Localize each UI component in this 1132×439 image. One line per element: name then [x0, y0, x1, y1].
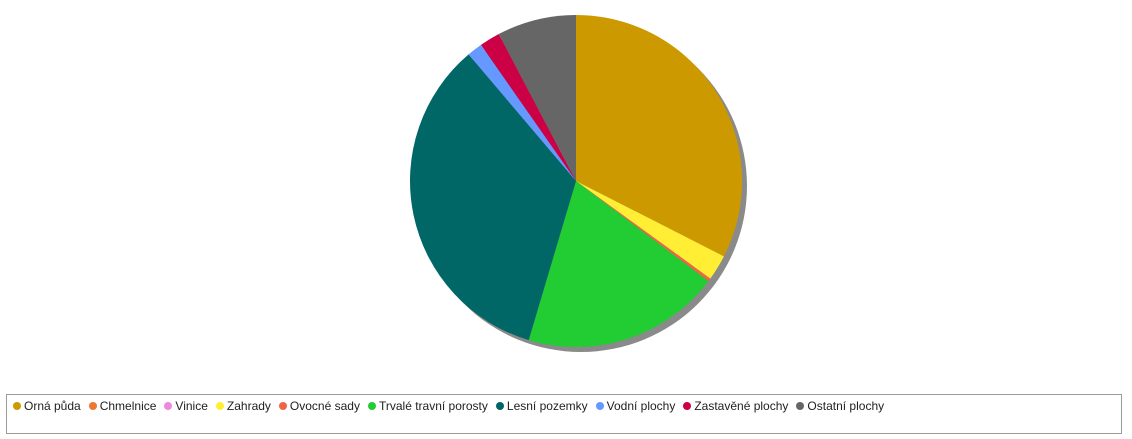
legend-item[interactable]: Chmelnice [88, 398, 157, 414]
legend-item[interactable]: Ovocné sady [278, 398, 360, 414]
legend-item[interactable]: Vinice [164, 398, 208, 414]
legend-label: Vodní plochy [606, 399, 676, 413]
legend-marker-icon [683, 402, 692, 410]
legend-item[interactable]: Vodní plochy [595, 398, 676, 414]
pie-slice-vodni-plochy[interactable] [468, 44, 576, 181]
legend-label: Vinice [175, 399, 208, 413]
legend-label: Chmelnice [99, 399, 157, 413]
pie-slice-orna-puda[interactable] [576, 15, 743, 257]
legend-label: Orná půda [24, 399, 81, 413]
legend-marker-icon [88, 402, 97, 410]
pie-slices [410, 14, 743, 347]
pie-slice-ostatni-plochy[interactable] [498, 14, 576, 181]
legend-item[interactable]: Zastavěné plochy [683, 398, 788, 414]
legend-marker-icon [215, 402, 224, 410]
legend-marker-icon [367, 402, 376, 410]
pie-slice-zahrady[interactable] [576, 181, 724, 279]
legend-marker-icon [164, 402, 173, 410]
pie-chart [410, 14, 747, 352]
legend-item[interactable]: Orná půda [13, 398, 81, 414]
legend-item[interactable]: Ostatní plochy [796, 398, 884, 414]
legend-item[interactable]: Lesní pozemky [495, 398, 588, 414]
pie-slice-ovocne-sady[interactable] [576, 181, 711, 282]
legend-label: Zahrady [226, 399, 271, 413]
legend-label: Trvalé travní porosty [378, 399, 488, 413]
legend-item[interactable]: Trvalé travní porosty [367, 398, 488, 414]
pie-slice-trvale-travni-porosty[interactable] [528, 181, 709, 347]
legend-label: Zastavěné plochy [694, 399, 789, 413]
legend-label: Ostatní plochy [807, 399, 885, 413]
legend-label: Lesní pozemky [506, 399, 588, 413]
pie-slice-zastavene-plochy[interactable] [480, 34, 576, 181]
legend-label: Ovocné sady [289, 399, 360, 413]
chart-legend: Orná půda Chmelnice Vinice Zahrady Ovocné sa… [6, 394, 1122, 434]
legend-marker-icon [595, 402, 604, 410]
legend-item[interactable]: Zahrady [215, 398, 271, 414]
legend-marker-icon [796, 402, 805, 410]
legend-marker-icon [278, 402, 287, 410]
legend-marker-icon [13, 402, 21, 410]
legend-marker-icon [495, 402, 504, 410]
pie-slice-lesni-pozemky[interactable] [410, 54, 576, 341]
